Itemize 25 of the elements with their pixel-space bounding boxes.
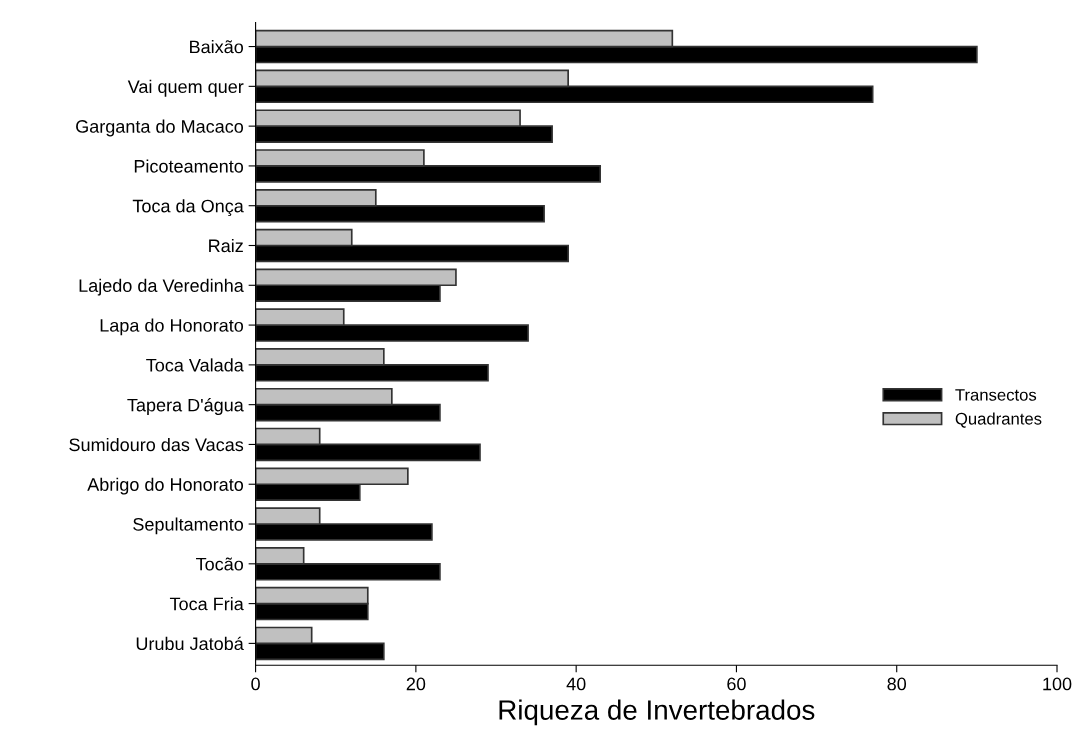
y-tick-label: Tocão [196,557,244,571]
y-tick-label: Raiz [209,238,243,253]
y-tick-label: Tapera D'água [127,398,244,416]
y-tick-label: Sumidouro das Vacas [69,437,244,452]
y-tick-label: Picoteamento [134,159,244,173]
y-tick-label: Toca da Onça [132,199,244,217]
y-tick-label: Sepultamento [133,517,244,535]
legend-label: Transectos [955,389,1037,401]
x-axis-title: Riqueza de Invertebrados [499,699,815,726]
x-tick-label: 80 [887,677,907,691]
x-tick-label: 40 [566,677,586,691]
y-tick-label: Lapa do Honorato [100,318,244,336]
y-tick-label: Garganta do Macaco [76,119,244,137]
x-tick-label: 60 [727,677,746,691]
x-tick-label: 100 [1043,677,1072,691]
y-tick-label: Vai quem quer [127,79,244,97]
y-tick-label: Toca Fria [169,597,244,611]
y-tick-label: Baixão [190,40,244,54]
y-tick-label: Urubu Jatobá [136,636,244,651]
x-tick-label: 0 [251,677,260,691]
y-tick-label: Toca Valada [146,358,244,372]
legend-label: Quadrantes [955,412,1042,428]
y-tick-label: Lajedo da Veredinha [79,278,244,296]
x-tick-label: 20 [406,677,426,691]
y-tick-label: Abrigo do Honorato [87,477,244,495]
